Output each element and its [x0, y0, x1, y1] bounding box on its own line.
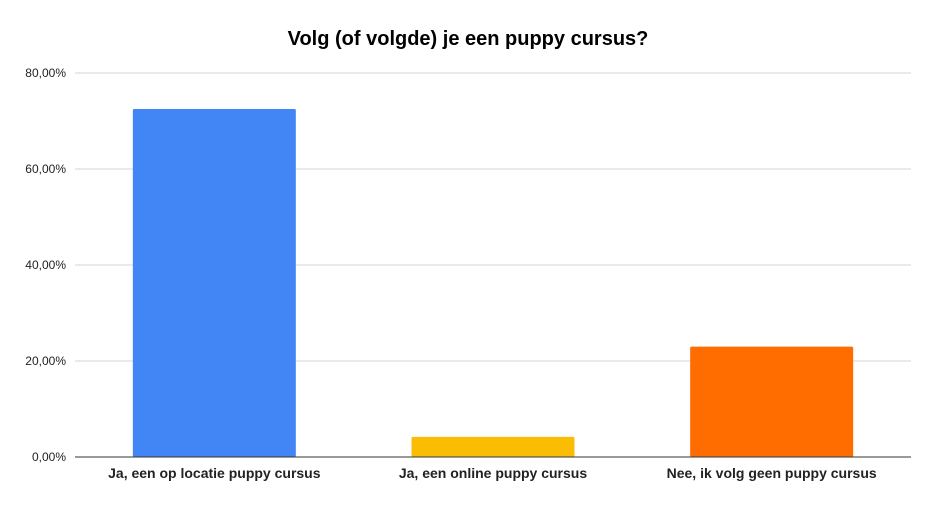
x-axis-categories: Ja, een op locatie puppy cursus Ja, een o…	[108, 465, 877, 481]
y-tick-label: 40,00%	[25, 258, 66, 272]
bar	[411, 436, 575, 457]
x-category-label: Ja, een online puppy cursus	[399, 465, 587, 481]
y-tick-label: 20,00%	[25, 354, 66, 368]
chart-title: Volg (of volgde) je een puppy cursus?	[288, 28, 649, 50]
y-tick-label: 80,00%	[25, 66, 66, 80]
bar	[132, 109, 296, 457]
x-category-label: Nee, ik volg geen puppy cursus	[667, 465, 877, 481]
x-category-label: Ja, een op locatie puppy cursus	[108, 465, 321, 481]
bar	[690, 346, 854, 457]
y-tick-label: 0,00%	[32, 450, 66, 464]
y-axis-ticks: 0,00% 20,00% 40,00% 60,00% 80,00%	[25, 66, 66, 464]
bars	[132, 109, 854, 457]
y-tick-label: 60,00%	[25, 162, 66, 176]
